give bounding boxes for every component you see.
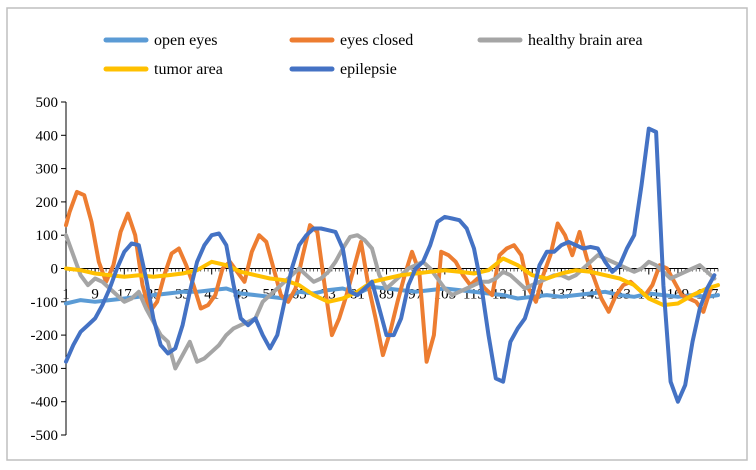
y-tick-label: -500 bbox=[31, 428, 59, 444]
y-tick-label: -400 bbox=[31, 395, 59, 411]
y-tick-label: 500 bbox=[36, 95, 59, 111]
series-line-eyes-closed bbox=[64, 189, 713, 364]
legend-label: healthy brain area bbox=[528, 32, 643, 49]
legend-label: epilepsie bbox=[340, 61, 397, 78]
legend: open eyes eyes closed healthy brain area tu… bbox=[103, 32, 643, 78]
legend-label: tumor area bbox=[154, 61, 223, 78]
x-tick-label: 9 bbox=[91, 287, 99, 303]
legend-item-epilepsie: epilepsie bbox=[289, 61, 397, 78]
legend-label: open eyes bbox=[154, 32, 218, 49]
series-line-open-eyes bbox=[64, 284, 720, 306]
x-tick-label: 1 bbox=[62, 287, 70, 303]
chart-border bbox=[6, 7, 748, 461]
legend-item-tumor-area: tumor area bbox=[103, 61, 223, 78]
series-layer bbox=[64, 126, 720, 404]
y-tick-label: -300 bbox=[31, 361, 59, 377]
y-tick-label: -100 bbox=[31, 295, 59, 311]
y-tick-label: 400 bbox=[36, 128, 59, 144]
legend-label: eyes closed bbox=[340, 32, 413, 49]
legend-item-healthy-brain-area: healthy brain area bbox=[477, 32, 643, 49]
legend-item-open-eyes: open eyes bbox=[103, 32, 218, 49]
y-tick-label: 200 bbox=[36, 195, 59, 211]
y-tick-label: 300 bbox=[36, 162, 59, 178]
legend-item-eyes-closed: eyes closed bbox=[289, 32, 413, 49]
series-line-tumor-area bbox=[64, 256, 720, 308]
series-line-healthy-brain-area bbox=[64, 233, 717, 371]
x-tick-label: 137 bbox=[550, 287, 573, 303]
y-tick-label: 100 bbox=[36, 228, 59, 244]
series-line-epilepsie bbox=[64, 126, 717, 404]
y-tick-label: -200 bbox=[31, 328, 59, 344]
y-tick-label: 0 bbox=[51, 262, 59, 278]
